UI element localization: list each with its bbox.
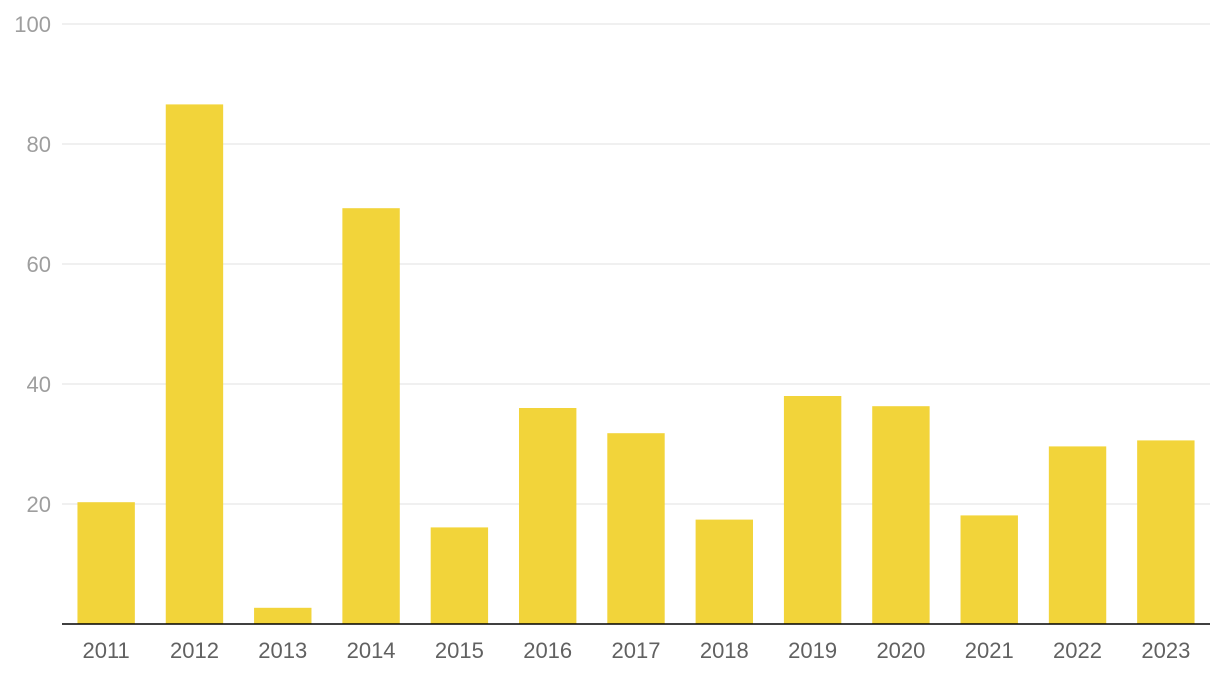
bar-2023 <box>1137 440 1195 624</box>
x-tick-label: 2017 <box>612 638 661 663</box>
bar-2014 <box>342 208 400 624</box>
y-tick-label: 80 <box>27 132 51 157</box>
x-tick-label: 2016 <box>523 638 572 663</box>
bar-2019 <box>783 396 842 624</box>
x-tick-label: 2012 <box>170 638 219 663</box>
bar-2021 <box>960 515 1018 624</box>
x-tick-label: 2015 <box>435 638 484 663</box>
x-tick-label: 2021 <box>965 638 1014 663</box>
bar-2013 <box>254 607 312 624</box>
y-axis-ticks: 20 40 60 80 100 <box>14 12 51 517</box>
bar-2011 <box>77 502 135 624</box>
y-tick-label: 60 <box>27 252 51 277</box>
x-tick-label: 2013 <box>258 638 307 663</box>
x-axis-ticks: 2011 2012 2013 2014 2015 2016 2017 2018 2019 2020… <box>82 638 1190 663</box>
x-tick-label: 2014 <box>347 638 396 663</box>
y-tick-label: 40 <box>27 372 51 397</box>
bar-2022 <box>1048 446 1107 624</box>
bar-2016 <box>518 408 577 624</box>
x-tick-label: 2018 <box>700 638 749 663</box>
bar-2020 <box>872 406 930 624</box>
x-tick-label: 2020 <box>876 638 925 663</box>
x-tick-label: 2023 <box>1141 638 1190 663</box>
bar-2017 <box>607 433 665 624</box>
x-tick-label: 2019 <box>788 638 837 663</box>
bar-2015 <box>430 527 489 624</box>
gridlines <box>62 23 1210 505</box>
x-tick-label: 2022 <box>1053 638 1102 663</box>
bar-2012 <box>165 104 224 624</box>
y-tick-label: 100 <box>14 12 51 37</box>
x-tick-label: 2011 <box>82 638 129 663</box>
y-tick-label: 20 <box>27 492 51 517</box>
bar-2018 <box>695 519 754 624</box>
bars <box>77 104 1195 624</box>
